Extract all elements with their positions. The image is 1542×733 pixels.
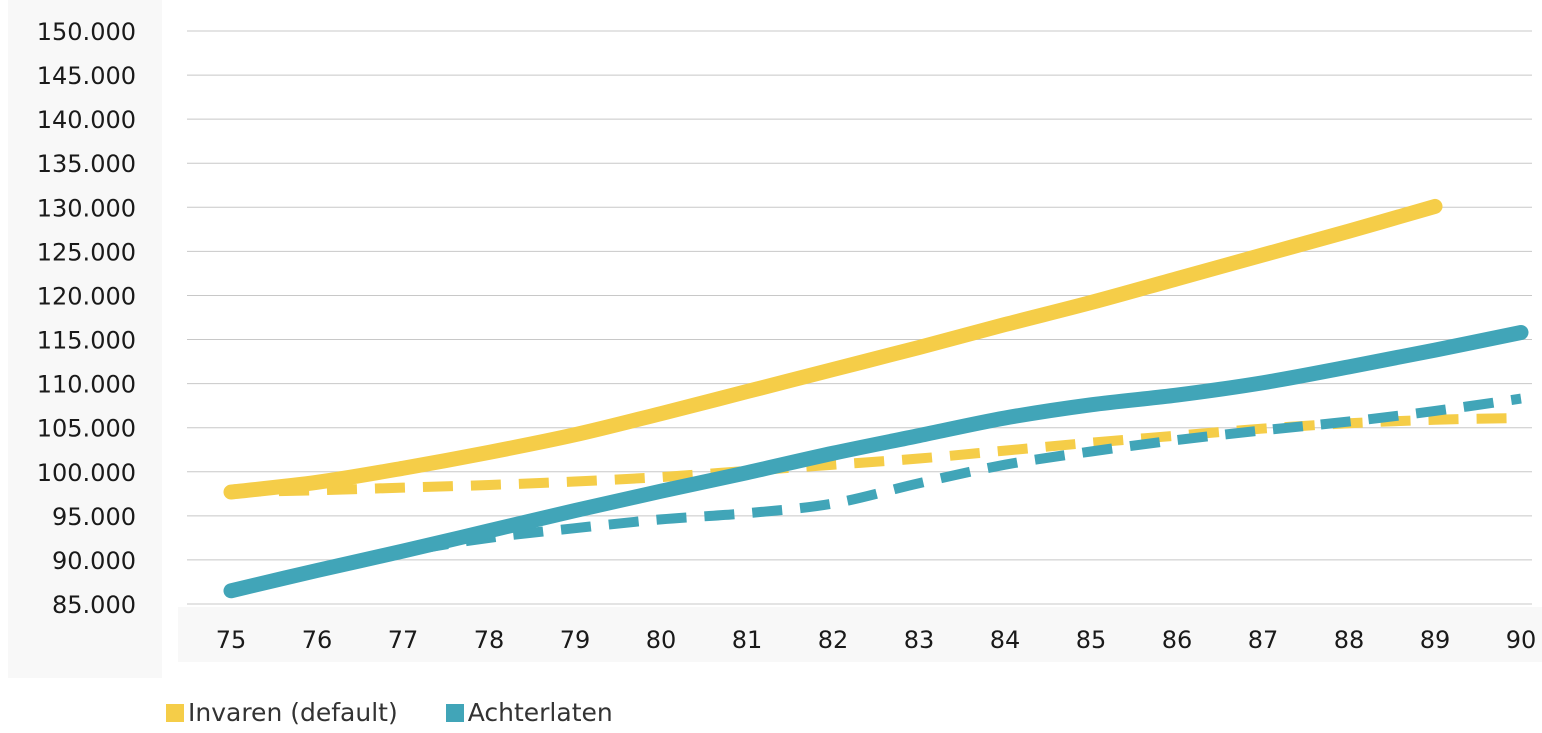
x-tick-label: 83 — [904, 626, 935, 654]
y-tick-label: 90.000 — [52, 547, 136, 575]
x-tick-label: 82 — [818, 626, 849, 654]
x-tick-label: 80 — [646, 626, 677, 654]
x-tick-label: 76 — [302, 626, 333, 654]
legend-item-achterlaten: Achterlaten — [445, 698, 613, 727]
y-tick-label: 135.000 — [37, 150, 136, 178]
legend-item-invaren: Invaren (default) — [166, 698, 398, 727]
x-tick-label: 78 — [474, 626, 505, 654]
series-invaren-solid-line — [223, 198, 1443, 500]
y-tick-label: 100.000 — [37, 459, 136, 487]
series-achterlaten-solid-line — [223, 324, 1529, 599]
x-tick-label: 90 — [1506, 626, 1537, 654]
x-axis-panel — [178, 607, 1542, 662]
y-tick-label: 110.000 — [37, 371, 136, 399]
x-tick-label: 75 — [216, 626, 247, 654]
y-tick-label: 105.000 — [37, 415, 136, 443]
x-tick-label: 87 — [1248, 626, 1279, 654]
y-tick-label: 95.000 — [52, 503, 136, 531]
y-tick-label: 130.000 — [37, 194, 136, 222]
x-tick-label: 81 — [732, 626, 763, 654]
legend-swatch-achterlaten — [445, 703, 464, 722]
y-tick-label: 120.000 — [37, 282, 136, 310]
legend-label-invaren: Invaren (default) — [188, 698, 398, 727]
x-tick-label: 85 — [1076, 626, 1107, 654]
x-tick-label: 84 — [990, 626, 1021, 654]
series-invaren-dashed-line — [230, 412, 1522, 498]
x-tick-label: 79 — [560, 626, 591, 654]
legend: Invaren (default) Achterlaten — [166, 698, 661, 727]
x-tick-label: 89 — [1420, 626, 1451, 654]
legend-label-achterlaten: Achterlaten — [467, 698, 613, 727]
x-tick-label: 88 — [1334, 626, 1365, 654]
y-tick-label: 85.000 — [52, 591, 136, 619]
x-tick-label: 77 — [388, 626, 419, 654]
y-axis-panel — [8, 0, 162, 678]
y-tick-label: 145.000 — [37, 62, 136, 90]
y-tick-label: 125.000 — [37, 238, 136, 266]
y-tick-label: 115.000 — [37, 327, 136, 355]
y-tick-label: 140.000 — [37, 106, 136, 134]
legend-swatch-invaren — [166, 703, 184, 722]
x-tick-label: 86 — [1162, 626, 1193, 654]
y-tick-label: 150.000 — [37, 18, 136, 46]
